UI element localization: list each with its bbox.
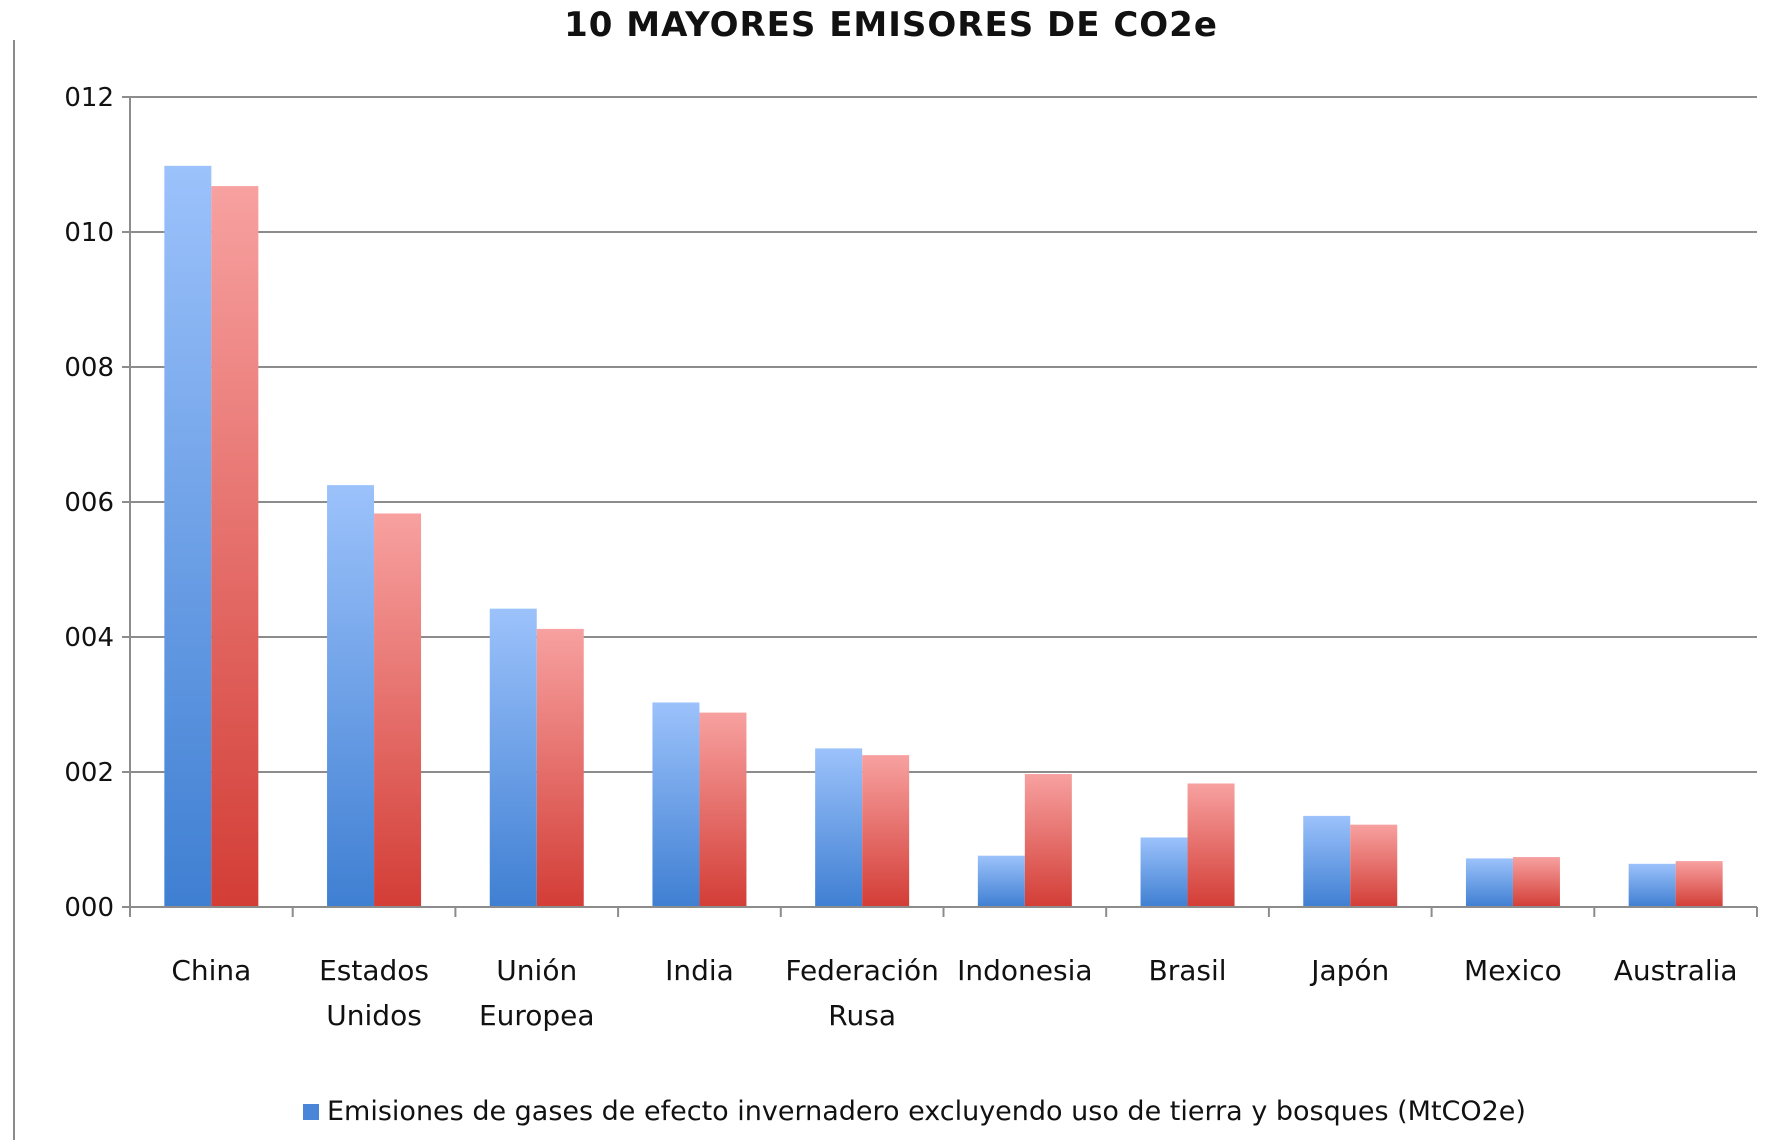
- bar-series2: [1512, 857, 1560, 907]
- bar-series1: [1628, 863, 1676, 907]
- x-category-label: Indonesia: [957, 954, 1092, 987]
- x-category-label: Europea: [479, 999, 595, 1032]
- x-axis-category-labels: China Estados Unidos Unión Europea India Feder…: [171, 954, 1737, 1032]
- x-category-label: China: [171, 954, 251, 987]
- x-category-label: Australia: [1614, 954, 1738, 987]
- x-category-label: Estados: [319, 954, 429, 987]
- bar-series1: [815, 748, 863, 907]
- y-tick-label: 010: [64, 218, 114, 248]
- bar-series2: [1187, 783, 1235, 907]
- bar-series1: [327, 485, 375, 907]
- x-category-label: Federación: [785, 954, 939, 987]
- legend-swatch-emisiones: [303, 1104, 319, 1120]
- bar-series2: [1350, 824, 1398, 907]
- bar-series2: [1675, 861, 1723, 907]
- bar-series1: [1303, 815, 1351, 907]
- bar-series1: [164, 165, 212, 908]
- y-tick-label: 008: [64, 353, 114, 383]
- bar-series2: [374, 513, 422, 907]
- y-tick-label: 006: [64, 488, 114, 518]
- bar-series2: [699, 712, 747, 907]
- bar-series2: [211, 186, 259, 908]
- y-tick-label: 000: [64, 893, 114, 923]
- chart-title: 10 MAYORES EMISORES DE CO2e: [564, 5, 1218, 45]
- y-tick-label: 004: [64, 623, 114, 653]
- bar-series1: [489, 608, 537, 907]
- x-category-label: Japón: [1309, 954, 1389, 987]
- bar-series2: [536, 628, 584, 907]
- bar-series1: [1465, 858, 1513, 907]
- bar-series1: [652, 702, 700, 907]
- y-axis-ticks: 000 002 004 006 008 010 012: [64, 83, 114, 923]
- y-tick-label: 012: [64, 83, 114, 113]
- bar-series1: [1140, 837, 1188, 907]
- x-category-label: Mexico: [1464, 954, 1562, 987]
- x-category-label: Brasil: [1149, 954, 1227, 987]
- bar-series1: [977, 855, 1025, 907]
- x-category-label: Unión: [496, 954, 577, 987]
- x-category-label: Rusa: [828, 999, 896, 1032]
- bar-series2: [1024, 774, 1072, 907]
- legend-label-emisiones: Emisiones de gases de efecto invernadero…: [327, 1096, 1526, 1127]
- x-category-label: Unidos: [326, 999, 422, 1032]
- bars: [164, 165, 1723, 908]
- y-tick-label: 002: [64, 758, 114, 788]
- legend: Emisiones de gases de efecto invernadero…: [303, 1096, 1526, 1127]
- bar-series2: [862, 755, 910, 907]
- x-category-label: India: [665, 954, 734, 987]
- axes: [129, 97, 1758, 917]
